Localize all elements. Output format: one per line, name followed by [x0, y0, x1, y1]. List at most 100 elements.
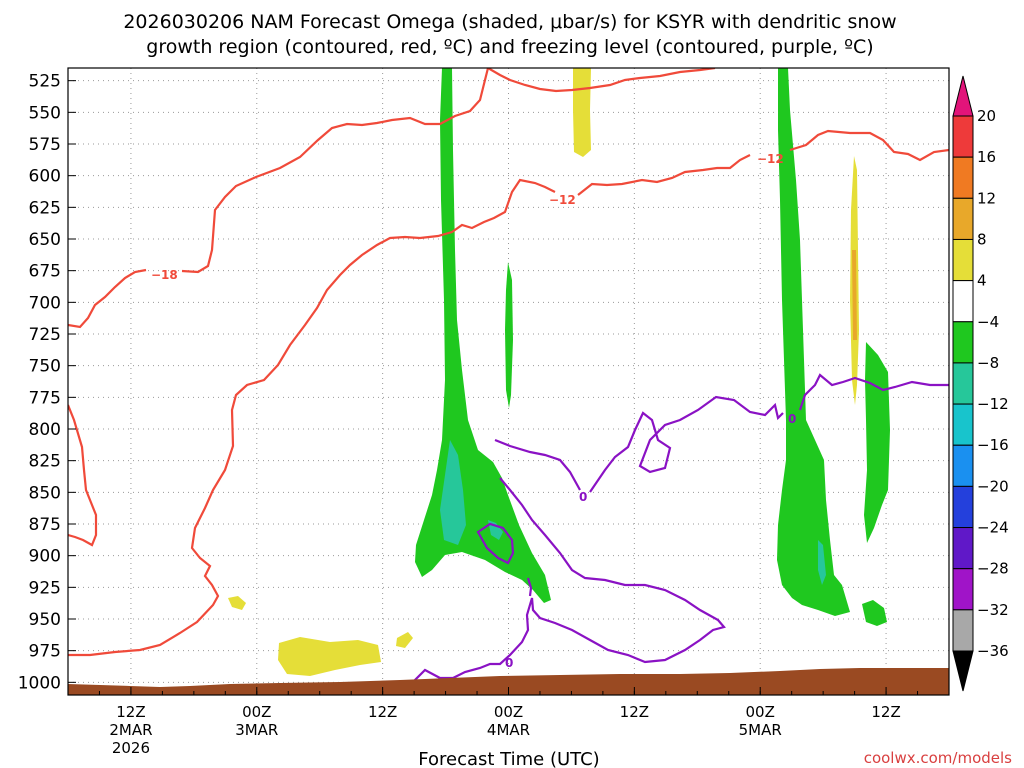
colorbar-bottom-triangle — [952, 650, 974, 692]
colorbar-label: −20 — [977, 477, 1009, 495]
title-line-2: growth region (contoured, red, ºC) and f… — [146, 36, 873, 58]
y-tick-label: 525 — [29, 72, 61, 92]
omega-green-blob-lowright — [862, 600, 887, 626]
omega-yellow-patch-tiny — [396, 632, 413, 648]
colorbar-label: −32 — [977, 601, 1009, 619]
colorbar-label: −36 — [977, 642, 1009, 660]
contour-labels: −18 −12 −12 0 0 0 — [151, 152, 796, 670]
colorbar-band — [952, 156, 974, 199]
omega-yellow-patch-top — [573, 68, 591, 157]
y-tick-label: 750 — [29, 357, 61, 377]
y-axis: 525 550 575 600 625 650 675 700 725 750 775 800 825 8… — [18, 72, 76, 693]
omega-teal-core-3 — [818, 540, 826, 585]
omega-green-column-right — [777, 68, 850, 616]
y-tick-label: 1000 — [18, 673, 61, 693]
y-tick-label: 575 — [29, 135, 61, 155]
contour-label-minus12-a: −12 — [549, 193, 576, 207]
y-tick-label: 875 — [29, 515, 61, 535]
freezing-contours — [408, 373, 949, 695]
colorbar-label: 20 — [977, 107, 996, 125]
y-tick-label: 975 — [29, 642, 61, 662]
colorbar-band — [952, 238, 974, 282]
contour-label-zero-b: 0 — [788, 412, 796, 426]
contour-minus12-b — [577, 129, 949, 196]
omega-green-blob-right — [864, 342, 890, 543]
colorbar-band — [952, 280, 974, 323]
x-tick-label: 12Z — [871, 703, 900, 721]
ground-fill — [68, 668, 949, 695]
x-tick-label: 12Z — [368, 703, 397, 721]
contour-label-minus18: −18 — [151, 268, 178, 282]
colorbar-band — [952, 197, 974, 240]
omega-green-sliver — [505, 262, 513, 408]
y-tick-label: 825 — [29, 452, 61, 472]
colorbar-label: −28 — [977, 560, 1009, 578]
y-tick-label: 725 — [29, 325, 61, 345]
omega-yellow-patch-small-left — [228, 596, 246, 610]
colorbar-band — [952, 485, 974, 529]
y-tick-label: 925 — [29, 578, 61, 598]
colorbar-label: −16 — [977, 436, 1009, 454]
contour-label-zero-c: 0 — [505, 656, 513, 670]
x-tick-label: 12Z — [620, 703, 649, 721]
colorbar-label: 8 — [977, 230, 987, 248]
contour-minus18 — [68, 68, 490, 329]
colorbar-label: 4 — [977, 272, 987, 290]
x-tick-label: 00Z — [494, 703, 523, 721]
colorbar-label: −24 — [977, 519, 1009, 537]
colorbar-band — [952, 527, 974, 570]
contour-minus18-lower — [68, 404, 98, 547]
colorbar-label: −8 — [977, 354, 999, 372]
colorbar-band — [952, 609, 974, 652]
contour-label-minus12-b: −12 — [757, 152, 784, 166]
contour-zero-loop — [476, 522, 515, 565]
x-tick-label: 5MAR — [739, 721, 782, 739]
y-tick-label: 800 — [29, 420, 61, 440]
y-tick-label: 600 — [29, 167, 61, 187]
contour-minus12-a — [68, 178, 556, 657]
contour-label-zero-a: 0 — [579, 490, 587, 504]
colorbar-band — [952, 403, 974, 446]
colorbar-band — [952, 321, 974, 364]
omega-teal-core-1 — [440, 440, 466, 545]
y-tick-label: 950 — [29, 610, 61, 630]
colorbar-band — [952, 444, 974, 487]
x-tick-label: 00Z — [242, 703, 271, 721]
title-line-1: 2026030206 NAM Forecast Omega (shaded, μ… — [123, 11, 896, 33]
site-credit: coolwx.com/models — [864, 749, 1012, 767]
colorbar-band — [952, 115, 974, 158]
chart-title: 2026030206 NAM Forecast Omega (shaded, μ… — [123, 11, 896, 58]
y-tick-label: 625 — [29, 198, 61, 218]
colorbar-band — [952, 362, 974, 405]
y-tick-label: 675 — [29, 262, 61, 282]
x-tick-label: 00Z — [746, 703, 775, 721]
y-tick-label: 850 — [29, 483, 61, 503]
colorbar-label: −12 — [977, 395, 1009, 413]
x-axis-title: Forecast Time (UTC) — [418, 749, 599, 768]
omega-yellow-patch-narrow-core — [852, 250, 857, 340]
y-tick-label: 900 — [29, 547, 61, 567]
x-tick-label: 2026 — [112, 739, 150, 757]
contour-zero-lower — [408, 477, 726, 695]
omega-negative-shading — [415, 68, 890, 626]
colorbar-label: −4 — [977, 313, 999, 331]
y-tick-label: 775 — [29, 388, 61, 408]
omega-yellow-patch-low-level — [278, 637, 381, 676]
x-tick-label: 3MAR — [235, 721, 278, 739]
contour-zero-tail — [526, 577, 533, 597]
colorbar-band — [952, 568, 974, 611]
contour-zero-main — [494, 373, 949, 493]
y-tick-label: 700 — [29, 293, 61, 313]
colorbar-label: 12 — [977, 189, 996, 207]
colorbar-top-triangle — [952, 75, 974, 117]
colorbar: 20 16 12 8 4 −4 −8 −12 −16 −20 −24 −28 −32 −36 — [952, 75, 1009, 692]
y-tick-label: 550 — [29, 103, 61, 123]
x-tick-label: 12Z — [116, 703, 145, 721]
y-tick-label: 650 — [29, 230, 61, 250]
x-tick-label: 2MAR — [109, 721, 152, 739]
plot-area: −18 −12 −12 0 0 0 — [68, 68, 949, 695]
contour-upper — [487, 68, 716, 93]
dgz-contours — [68, 68, 949, 657]
